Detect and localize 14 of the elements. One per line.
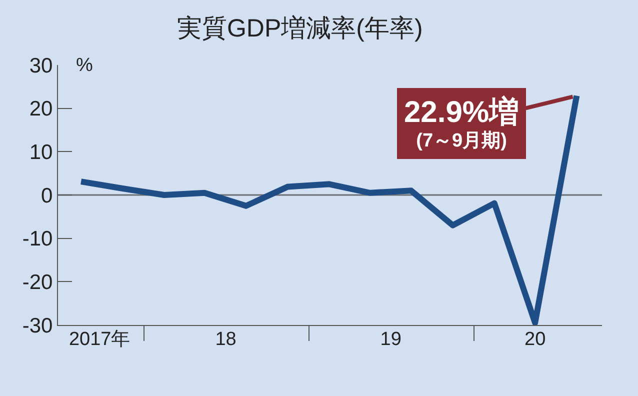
y-tick-label: -30 — [22, 314, 53, 338]
x-tick-label: 19 — [380, 329, 402, 350]
y-tick-label: -20 — [22, 271, 53, 294]
x-tick-label: 20 — [524, 329, 546, 350]
chart-title: 実質GDP増減率(年率) — [176, 14, 423, 42]
y-tick-label: 30 — [29, 54, 53, 78]
y-tick-label: 20 — [29, 98, 53, 121]
annotation: 22.9%増 (7～9月期) — [404, 95, 520, 152]
y-tick-label: -10 — [22, 228, 53, 251]
x-tick-label: 2017年 — [68, 329, 130, 350]
y-tick-label: 10 — [29, 141, 53, 164]
x-tick-label: 18 — [215, 329, 236, 350]
y-tick-label: 0 — [41, 184, 53, 208]
y-axis-title: % — [76, 55, 93, 76]
